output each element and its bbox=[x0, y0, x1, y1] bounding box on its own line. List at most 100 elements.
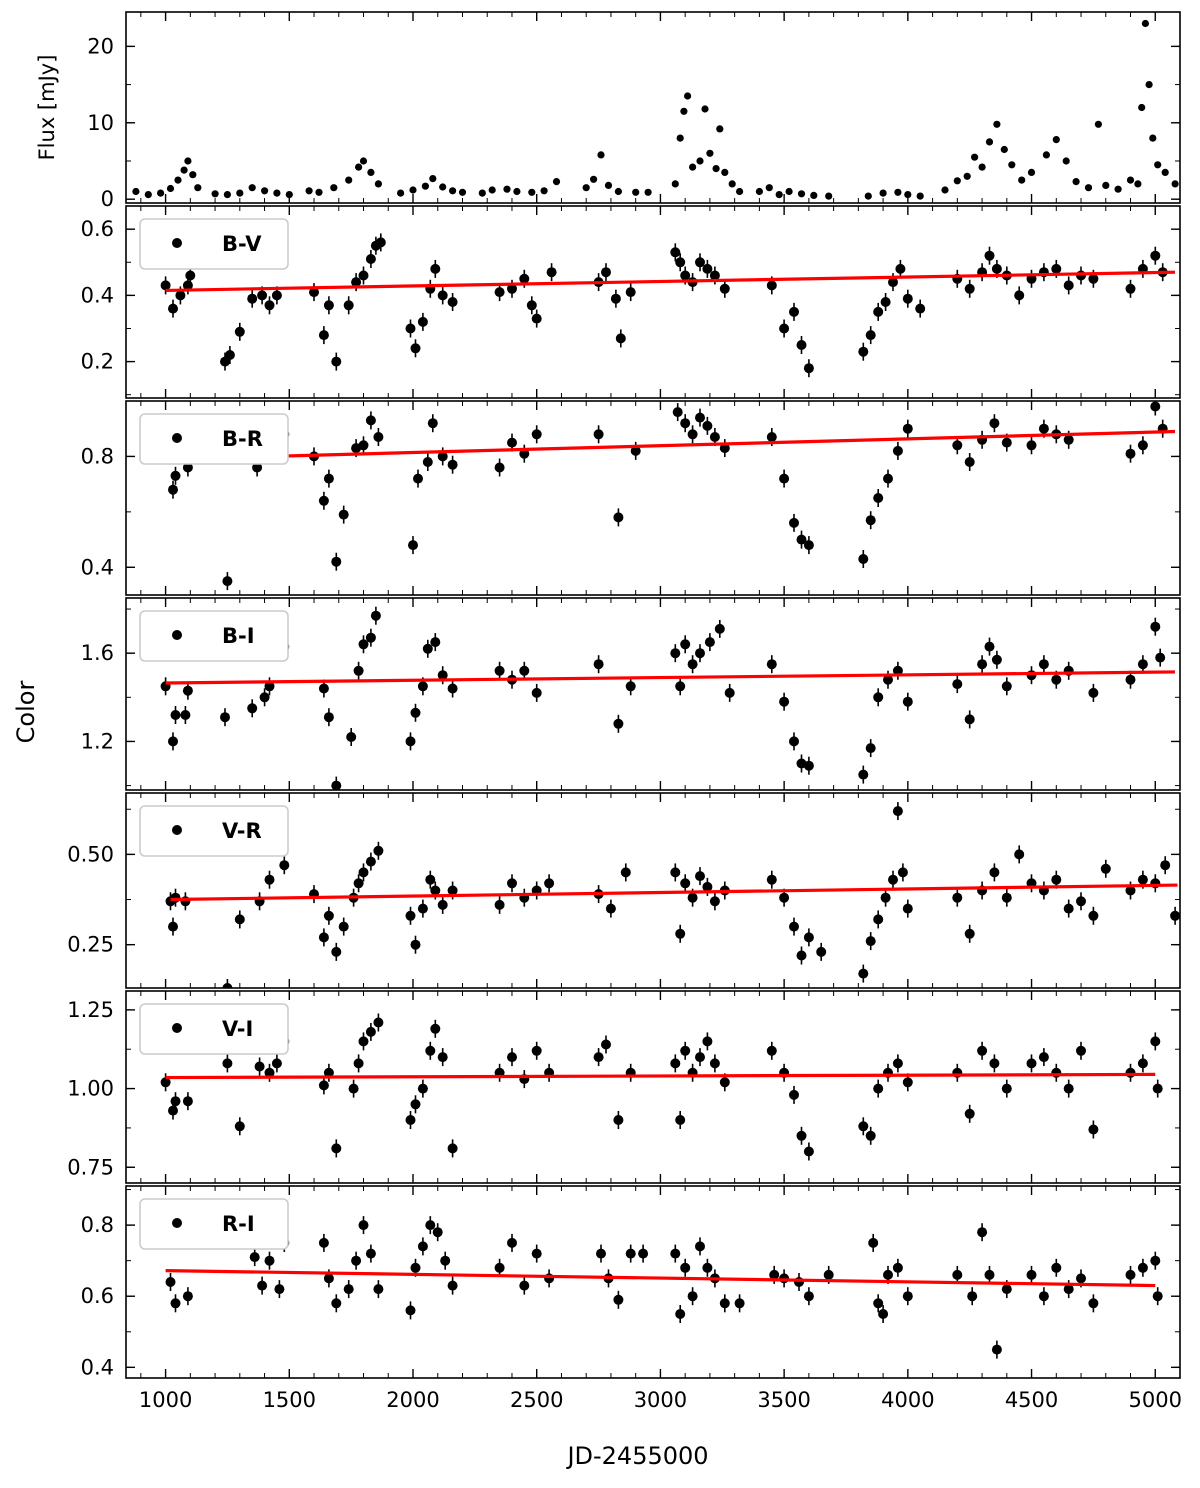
data-point bbox=[721, 168, 729, 176]
flux-axis-label: Flux [mJy] bbox=[35, 55, 59, 161]
x-tick-label: 2000 bbox=[386, 1388, 439, 1412]
points-5 bbox=[160, 1013, 1163, 1161]
data-point bbox=[953, 177, 961, 185]
data-point bbox=[189, 171, 197, 179]
legend-marker bbox=[172, 825, 182, 835]
data-point bbox=[236, 189, 244, 197]
legend-marker bbox=[172, 433, 182, 443]
data-point bbox=[689, 163, 697, 171]
y-tick-label: 0.2 bbox=[81, 350, 114, 374]
data-point bbox=[825, 192, 833, 200]
y-tick-label: 10 bbox=[87, 111, 114, 135]
y-tick-label: 1.6 bbox=[81, 641, 114, 665]
points-3 bbox=[160, 606, 1166, 790]
fit-line bbox=[165, 1072, 1156, 1080]
legend: B-I bbox=[139, 610, 289, 662]
panel-2: 0.4 0.8 B-R bbox=[81, 400, 1181, 596]
panel-frame bbox=[125, 205, 1181, 399]
data-point bbox=[1134, 180, 1142, 188]
legend: B-R bbox=[139, 413, 289, 465]
data-point bbox=[1102, 181, 1110, 189]
panel-frame bbox=[125, 400, 1181, 596]
legend-label: B-V bbox=[222, 232, 262, 256]
data-point bbox=[409, 186, 417, 194]
data-point bbox=[1084, 184, 1093, 192]
data-point bbox=[1149, 134, 1157, 142]
data-point bbox=[157, 189, 165, 197]
data-point bbox=[449, 187, 457, 195]
legend: R-I bbox=[139, 1198, 289, 1250]
data-point bbox=[785, 187, 793, 196]
points-6 bbox=[165, 1216, 1163, 1359]
legend-marker bbox=[172, 630, 182, 640]
legend-label: R-I bbox=[222, 1212, 255, 1236]
x-tick-label: 1500 bbox=[263, 1388, 316, 1412]
data-point bbox=[590, 175, 598, 183]
fit-line bbox=[170, 883, 1178, 902]
data-point bbox=[248, 184, 256, 192]
data-point bbox=[712, 165, 720, 173]
data-point bbox=[879, 189, 887, 197]
y-tick-label: 0.4 bbox=[81, 283, 114, 307]
data-point bbox=[963, 172, 971, 180]
legend: V-I bbox=[139, 1003, 289, 1055]
data-point bbox=[696, 157, 704, 165]
x-tick-label: 3000 bbox=[634, 1388, 687, 1412]
panel-frame bbox=[125, 597, 1181, 791]
data-point bbox=[728, 180, 736, 188]
color-axis-label: Color bbox=[12, 681, 40, 744]
data-point bbox=[706, 149, 714, 157]
data-point bbox=[166, 184, 175, 193]
data-point bbox=[174, 176, 182, 184]
data-point bbox=[1000, 145, 1008, 154]
legend-label: V-I bbox=[222, 1017, 253, 1041]
x-tick-label: 1000 bbox=[139, 1388, 192, 1412]
data-point bbox=[144, 191, 152, 199]
data-point bbox=[1027, 168, 1036, 176]
legend: B-V bbox=[139, 218, 289, 270]
points-0 bbox=[132, 19, 1179, 200]
legend-marker bbox=[172, 1218, 182, 1228]
y-tick-label: 0.6 bbox=[81, 217, 114, 241]
data-point bbox=[684, 92, 692, 100]
fit-line bbox=[165, 270, 1176, 293]
legend-box bbox=[139, 1198, 289, 1250]
data-point bbox=[941, 186, 949, 194]
panel-6: 0.4 0.6 0.8 R-I bbox=[81, 1185, 1181, 1379]
y-tick-label: 0.4 bbox=[81, 555, 114, 579]
data-point bbox=[330, 184, 338, 192]
legend-box bbox=[139, 413, 289, 465]
data-point bbox=[184, 157, 192, 165]
data-point bbox=[894, 188, 902, 196]
x-tick-label: 3500 bbox=[757, 1388, 810, 1412]
data-point bbox=[180, 166, 188, 174]
data-point bbox=[345, 176, 353, 184]
data-point bbox=[552, 178, 561, 186]
data-point bbox=[701, 105, 709, 113]
data-point bbox=[1154, 161, 1162, 169]
data-point bbox=[1094, 120, 1102, 128]
data-point bbox=[1018, 176, 1026, 184]
data-point bbox=[1008, 161, 1016, 169]
data-point bbox=[1138, 103, 1146, 112]
data-point bbox=[1114, 185, 1122, 193]
legend-label: B-I bbox=[222, 624, 255, 648]
data-point bbox=[978, 163, 986, 171]
data-point bbox=[765, 184, 773, 192]
data-point bbox=[211, 190, 219, 198]
panel-frame bbox=[125, 1185, 1181, 1379]
y-tick-label: 1.2 bbox=[81, 729, 114, 753]
fit-line bbox=[170, 429, 1176, 461]
data-point bbox=[223, 191, 231, 199]
data-point bbox=[478, 189, 486, 197]
data-point bbox=[604, 181, 613, 189]
data-point bbox=[985, 138, 994, 146]
data-point bbox=[1126, 176, 1135, 184]
data-point bbox=[632, 188, 640, 196]
legend-box bbox=[139, 218, 289, 270]
data-point bbox=[864, 192, 872, 200]
data-point bbox=[528, 188, 536, 196]
legend-box bbox=[139, 610, 289, 662]
legend-marker bbox=[172, 238, 182, 248]
